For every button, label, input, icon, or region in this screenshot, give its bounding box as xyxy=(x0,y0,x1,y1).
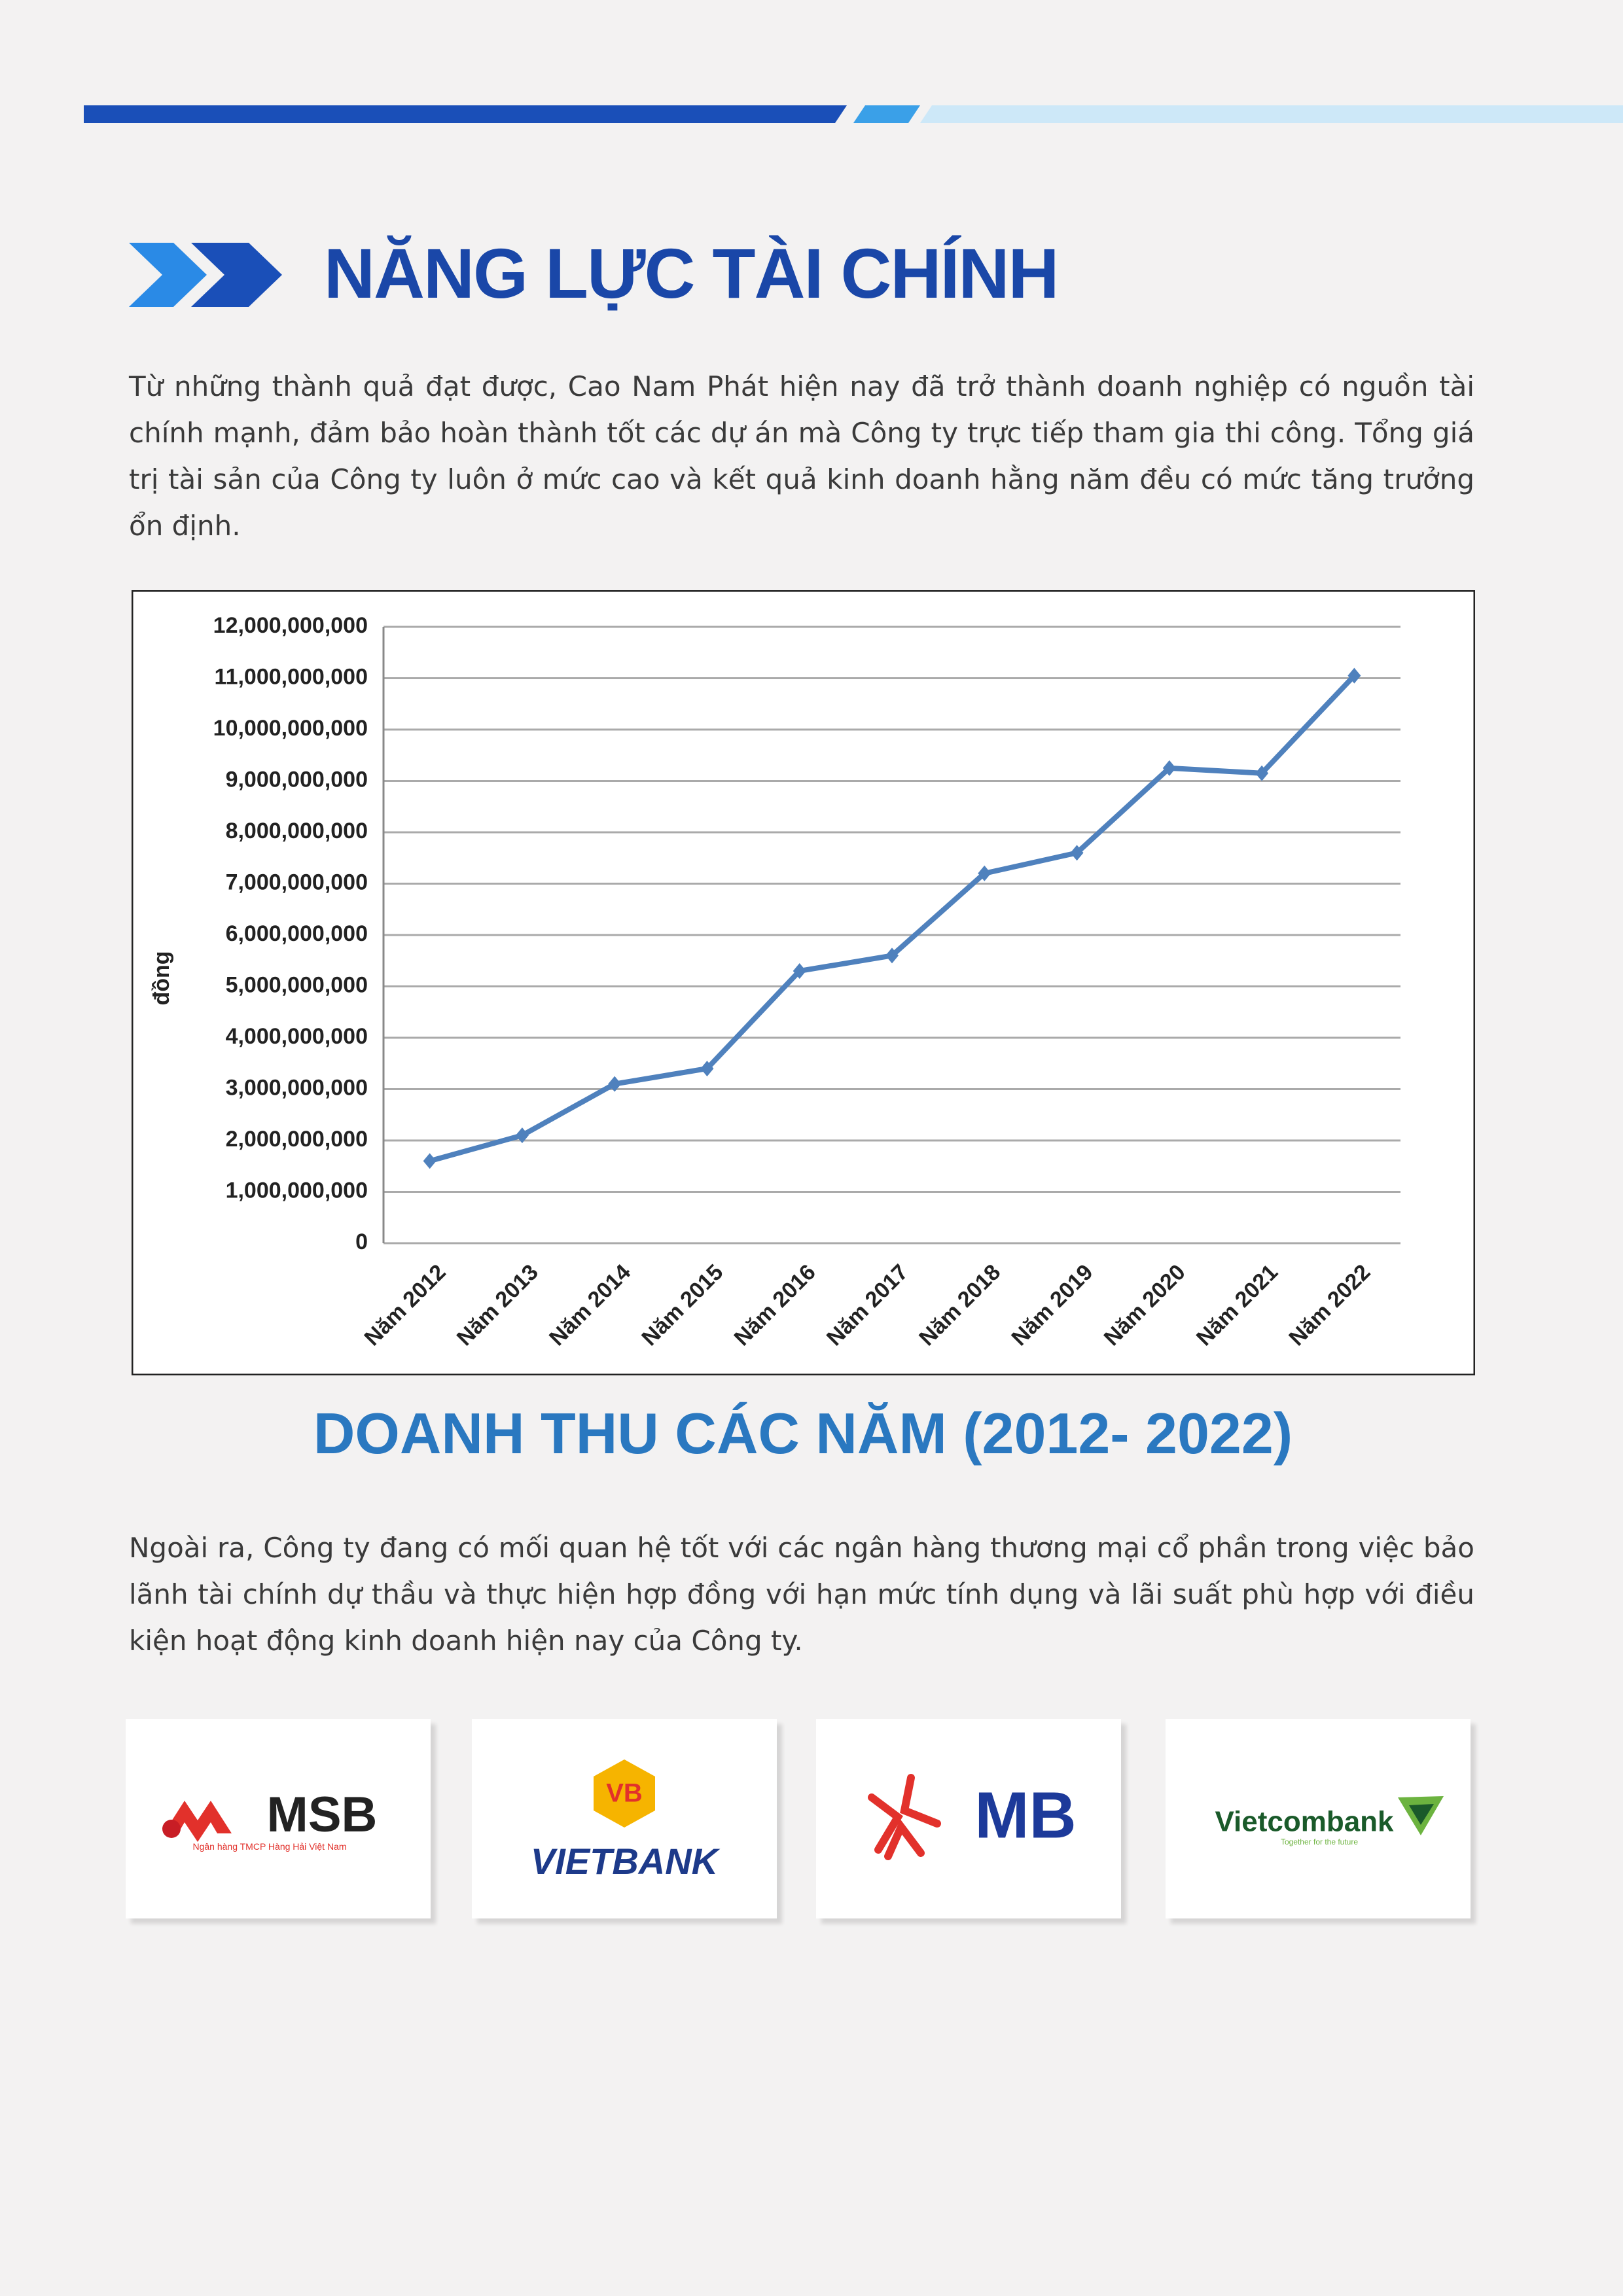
data-point xyxy=(1070,845,1084,861)
y-tick-label: 3,000,000,000 xyxy=(226,1075,368,1100)
data-point xyxy=(423,1153,437,1169)
data-point xyxy=(978,865,991,881)
data-point xyxy=(1347,667,1361,684)
data-point xyxy=(515,1127,529,1144)
outro-paragraph: Ngoài ra, Công ty đang có mối quan hệ tố… xyxy=(129,1532,1474,1657)
data-point xyxy=(1162,760,1176,776)
bank-badge: VB xyxy=(606,1779,643,1808)
chart: đồng 0 1,000,000,000 2,000,000,000 3,000,00… xyxy=(132,590,1475,1375)
y-tick-label: 2,000,000,000 xyxy=(226,1127,368,1152)
bank-card: Vietcombank Together for the future xyxy=(1166,1719,1471,1918)
bank-name: Vietcombank xyxy=(1215,1806,1394,1838)
data-point xyxy=(1255,765,1269,781)
data-point xyxy=(700,1061,714,1077)
vietbank-logo: VB VIETBANK xyxy=(531,1759,721,1882)
msb-logo: MSB Ngân hàng TMCP Hàng Hải Việt Nam xyxy=(162,1787,378,1852)
y-tick-label: 1,000,000,000 xyxy=(226,1178,368,1203)
data-point xyxy=(608,1076,622,1092)
bank-card: VB VIETBANK xyxy=(472,1719,777,1918)
y-tick-label: 10,000,000,000 xyxy=(213,716,368,741)
y-tick-label: 9,000,000,000 xyxy=(226,767,368,792)
bank-name: VIETBANK xyxy=(531,1841,721,1882)
data-point xyxy=(793,963,806,979)
intro-paragraph: Từ những thành quả đạt được, Cao Nam Phá… xyxy=(129,370,1474,542)
y-tick-label: 4,000,000,000 xyxy=(226,1024,368,1049)
y-tick-label: 7,000,000,000 xyxy=(226,870,368,894)
bank-subtitle: Ngân hàng TMCP Hàng Hải Việt Nam xyxy=(192,1841,346,1852)
y-tick-label: 11,000,000,000 xyxy=(215,664,368,689)
bank-name: MB xyxy=(974,1778,1077,1852)
bank-subtitle: Together for the future xyxy=(1281,1837,1358,1846)
data-point xyxy=(885,947,899,964)
y-tick-label: 5,000,000,000 xyxy=(226,972,368,997)
vietcombank-logo: Vietcombank Together for the future xyxy=(1215,1796,1444,1846)
bank-name: MSB xyxy=(267,1787,378,1843)
page-title: NĂNG LỰC TÀI CHÍNH xyxy=(324,234,1060,313)
y-axis-label: đồng xyxy=(149,951,174,1005)
mb-logo: MB xyxy=(868,1774,1077,1860)
y-tick-label: 0 xyxy=(355,1229,368,1254)
bank-card: MB xyxy=(816,1719,1121,1918)
header-decor xyxy=(84,105,1623,307)
bank-card: MSB Ngân hàng TMCP Hàng Hải Việt Nam xyxy=(126,1719,431,1918)
y-tick-label: 6,000,000,000 xyxy=(226,921,368,946)
y-tick-label: 12,000,000,000 xyxy=(213,613,368,638)
y-tick-label: 8,000,000,000 xyxy=(226,819,368,843)
chart-caption: DOANH THU CÁC NĂM (2012- 2022) xyxy=(313,1401,1293,1466)
